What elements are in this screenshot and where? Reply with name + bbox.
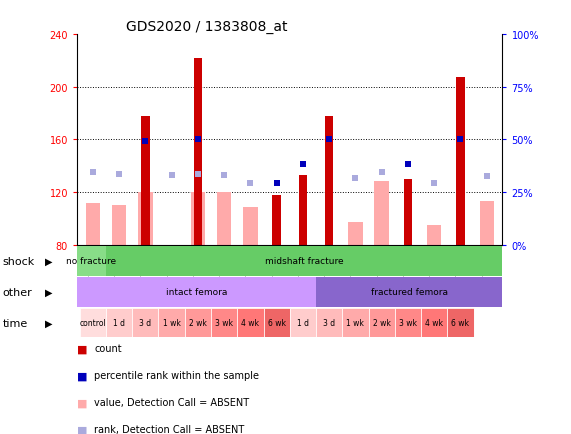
Bar [217,193,231,245]
Text: other: other [3,287,33,297]
Text: time: time [3,318,28,328]
Bar [325,116,333,245]
Bar [211,308,238,338]
Text: 1 wk: 1 wk [347,319,364,327]
Text: 2 wk: 2 wk [373,319,391,327]
Bar [141,116,150,245]
Text: 6 wk: 6 wk [268,319,286,327]
Text: 1 d: 1 d [113,319,125,327]
Bar [185,308,211,338]
Bar [480,202,494,245]
Bar [132,308,159,338]
Bar [456,78,465,245]
Bar [80,308,106,338]
Bar [243,207,258,245]
Text: rank, Detection Call = ABSENT: rank, Detection Call = ABSENT [94,424,244,434]
Text: ■: ■ [77,371,87,380]
Bar [112,206,126,245]
Text: GDS2020 / 1383808_at: GDS2020 / 1383808_at [126,20,287,33]
Bar [404,179,412,245]
Text: 3 d: 3 d [139,319,151,327]
Bar [191,193,205,245]
Bar [77,277,316,307]
Bar [194,59,202,245]
Text: ▶: ▶ [45,256,53,266]
Text: ▶: ▶ [45,318,53,328]
Bar [421,308,447,338]
Bar [447,308,473,338]
Bar [77,247,106,276]
Bar [238,308,264,338]
Text: 3 wk: 3 wk [215,319,233,327]
Bar [138,193,152,245]
Text: control: control [79,319,106,327]
Bar [375,182,389,245]
Text: intact femora: intact femora [166,288,227,296]
Bar [290,308,316,338]
Bar [299,175,307,245]
Text: no fracture: no fracture [66,257,116,266]
Text: midshaft fracture: midshaft fracture [265,257,344,266]
Text: 3 wk: 3 wk [399,319,417,327]
Bar [395,308,421,338]
Bar [106,308,132,338]
Text: 4 wk: 4 wk [425,319,443,327]
Text: ■: ■ [77,344,87,353]
Bar [159,308,185,338]
Text: percentile rank within the sample: percentile rank within the sample [94,371,259,380]
Text: ▶: ▶ [45,287,53,297]
Text: fractured femora: fractured femora [371,288,448,296]
Text: 1 d: 1 d [297,319,309,327]
Text: value, Detection Call = ABSENT: value, Detection Call = ABSENT [94,398,250,407]
Bar [368,308,395,338]
Bar [316,277,502,307]
Text: 4 wk: 4 wk [242,319,259,327]
Text: ■: ■ [77,424,87,434]
Bar [473,308,500,338]
Text: count: count [94,344,122,353]
Bar [272,195,281,245]
Bar [264,308,290,338]
Text: 6 wk: 6 wk [452,319,469,327]
Text: ■: ■ [77,398,87,407]
Text: 1 wk: 1 wk [163,319,180,327]
Bar [316,308,342,338]
Bar [342,308,368,338]
Text: 3 d: 3 d [323,319,335,327]
Bar [427,226,441,245]
Bar [86,203,100,245]
Text: shock: shock [3,256,35,266]
Text: 2 wk: 2 wk [189,319,207,327]
Bar [348,223,363,245]
